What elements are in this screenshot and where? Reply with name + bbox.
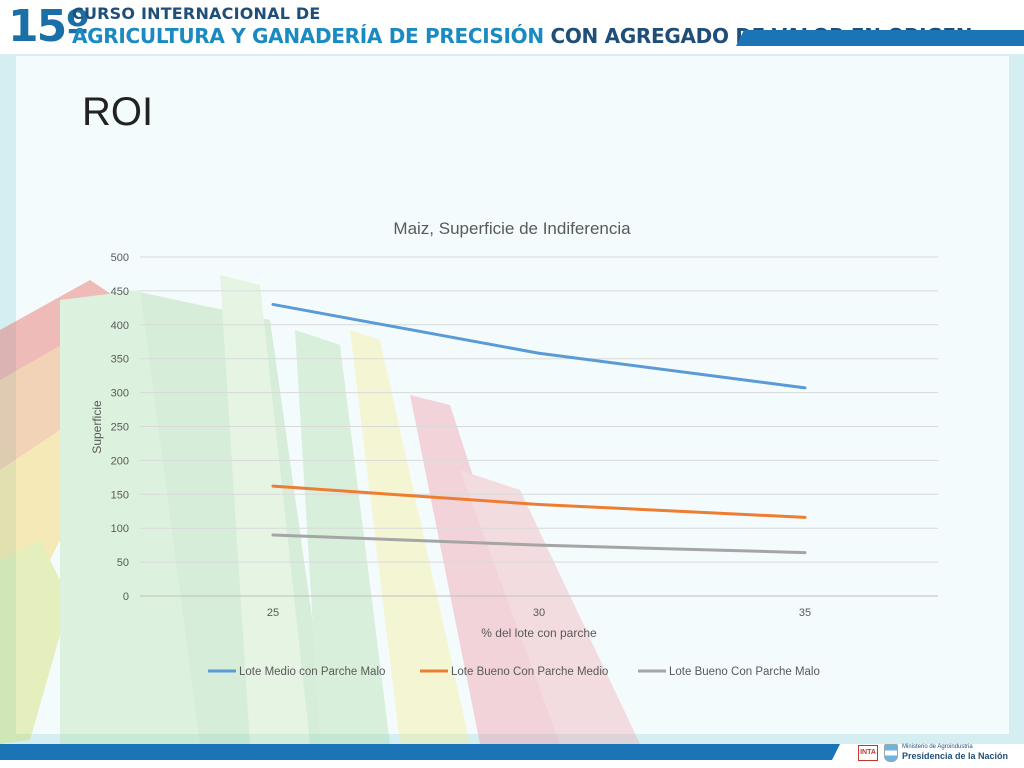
y-axis-label: Superficie (90, 400, 104, 454)
y-tick-label: 200 (111, 455, 129, 467)
legend-label: Lote Bueno Con Parche Malo (669, 666, 820, 678)
x-axis-ticks: 25 30 35 (267, 607, 811, 619)
y-tick-label: 0 (123, 591, 129, 603)
x-tick-label: 30 (533, 607, 545, 619)
series-line-3 (271, 533, 807, 555)
presidency-label: Presidencia de la Nación (902, 751, 1009, 761)
y-tick-label: 150 (111, 489, 129, 501)
footer-accent-bar (0, 744, 840, 760)
y-tick-label: 450 (111, 286, 129, 298)
x-axis-label: % del lote con parche (481, 626, 597, 640)
y-tick-label: 350 (111, 354, 129, 366)
course-title-line1: CURSO INTERNACIONAL DE (72, 4, 321, 23)
legend-label: Lote Medio con Parche Malo (239, 666, 385, 678)
y-tick-label: 300 (111, 388, 129, 400)
slide-panel (16, 56, 1009, 734)
chart-legend: Lote Medio con Parche Malo Lote Bueno Con… (208, 666, 820, 678)
y-tick-label: 400 (111, 320, 129, 332)
chart-series (271, 302, 807, 555)
header-banner: 15º CURSO INTERNACIONAL DE AGRICULTURA Y… (0, 0, 1024, 54)
course-edition-number: 15º (8, 1, 90, 52)
ministry-label: Ministerio de Agroindustria (902, 744, 973, 750)
chart-gridlines (140, 256, 938, 597)
argentina-shield-icon (884, 744, 898, 762)
series-line-1 (271, 302, 807, 390)
legend-label: Lote Bueno Con Parche Medio (451, 666, 608, 678)
y-tick-label: 50 (117, 557, 129, 569)
y-axis-ticks: 0 50 100 150 200 250 300 350 400 450 500 (111, 252, 129, 603)
course-title-line2a: AGRICULTURA Y GANADERÍA DE PRECISIÓN (72, 24, 544, 48)
y-tick-label: 100 (111, 523, 129, 535)
y-tick-label: 250 (111, 422, 129, 434)
header-accent-bar (736, 30, 1024, 46)
x-tick-label: 25 (267, 607, 279, 619)
slide-title: ROI (82, 90, 154, 134)
chart-title: Maiz, Superficie de Indiferencia (393, 219, 631, 238)
inta-logo: INTA (858, 745, 878, 761)
x-tick-label: 35 (799, 607, 811, 619)
y-tick-label: 500 (111, 252, 129, 264)
series-line-2 (271, 484, 807, 519)
